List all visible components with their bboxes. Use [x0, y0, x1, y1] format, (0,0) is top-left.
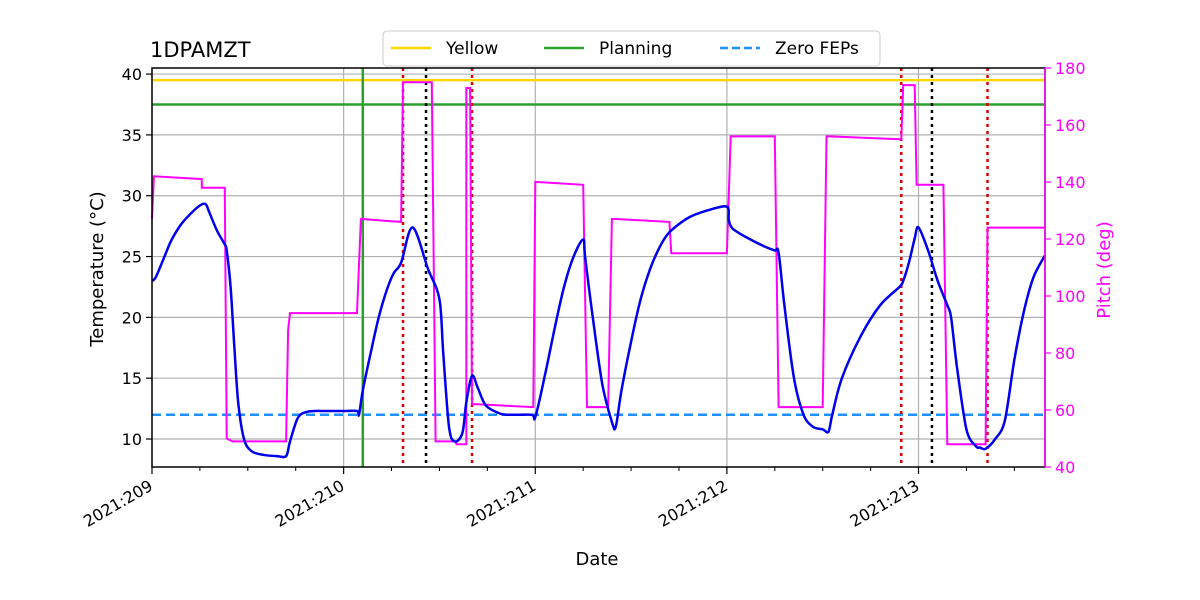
- x-axis-label: Date: [575, 549, 618, 570]
- legend: Yellow Planning Zero FEPs: [382, 30, 881, 67]
- pitch-series: [151, 81, 1045, 446]
- y2-tick-label: 120: [1055, 230, 1086, 249]
- pitch-line: [151, 81, 1045, 446]
- legend-label-zero-feps: Zero FEPs: [775, 39, 859, 59]
- temperature-line: [151, 202, 1047, 459]
- y2-tick-label: 40: [1055, 458, 1075, 477]
- temperature-series: [151, 202, 1047, 459]
- y2-tick-label: 100: [1055, 287, 1086, 306]
- event-lines: [361, 68, 989, 467]
- y2-tick-label: 60: [1055, 401, 1075, 420]
- y-tick-label: 25: [122, 248, 142, 267]
- grid: [151, 68, 1045, 467]
- y-tick-label: 10: [122, 430, 142, 449]
- legend-label-yellow: Yellow: [445, 39, 498, 59]
- legend-label-planning: Planning: [599, 39, 672, 59]
- y-axis-label: Temperature (°C): [87, 191, 108, 347]
- legend-box: [382, 30, 881, 67]
- y-tick-label: 30: [122, 187, 142, 206]
- y-tick-label: 20: [122, 308, 142, 327]
- y2-tick-label: 180: [1055, 59, 1086, 78]
- y-tick-label: 15: [122, 369, 142, 388]
- y2-tick-label: 140: [1055, 173, 1086, 192]
- y2-tick-label: 160: [1055, 116, 1086, 135]
- y2-axis-label: Pitch (deg): [1094, 221, 1115, 319]
- y-tick-label: 40: [122, 65, 142, 84]
- chart-title: 1DPAMZT: [150, 38, 251, 62]
- y-tick-label: 35: [122, 126, 142, 145]
- y2-tick-label: 80: [1055, 344, 1075, 363]
